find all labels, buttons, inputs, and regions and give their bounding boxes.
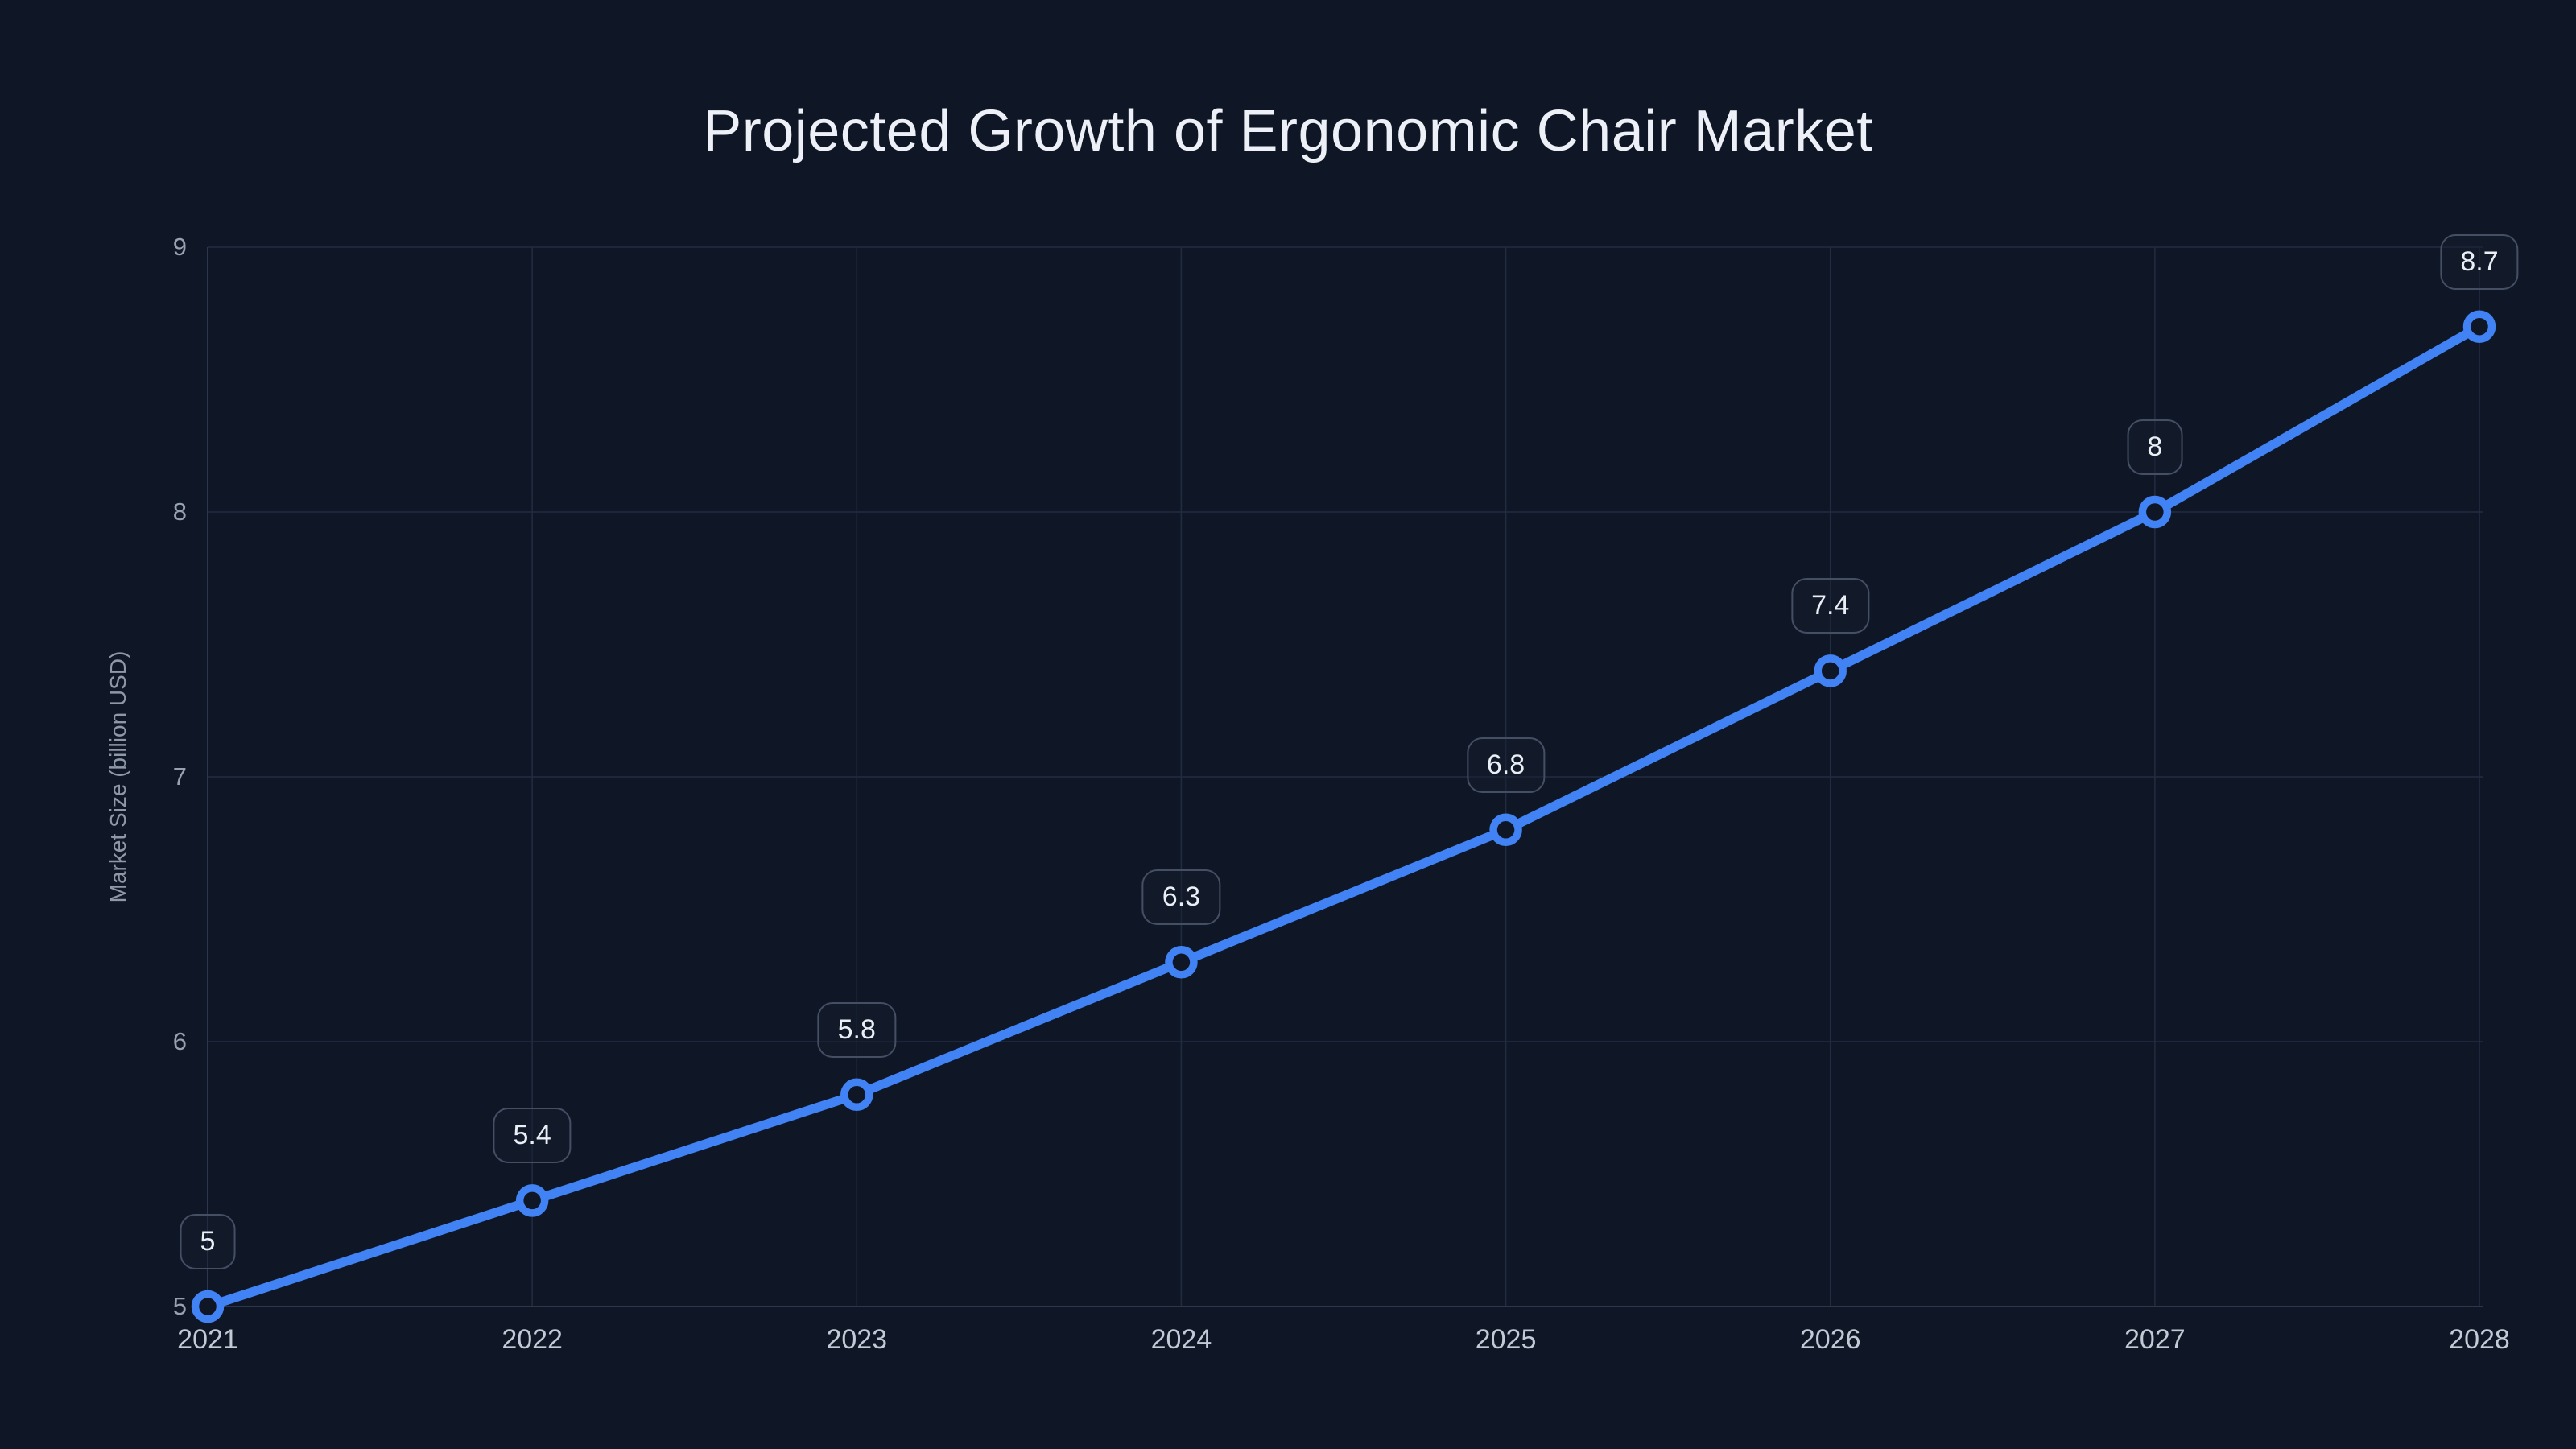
x-tick-label: 2027	[2124, 1324, 2186, 1355]
data-point-marker[interactable]	[2462, 310, 2496, 343]
series-line	[203, 321, 2484, 1311]
data-point-marker[interactable]	[1489, 813, 1522, 847]
y-tick-label: 6	[172, 1027, 187, 1055]
data-point-label: 8	[2127, 419, 2183, 475]
y-tick-label: 9	[172, 233, 187, 261]
x-tick-label: 2028	[2449, 1324, 2510, 1355]
series-layer	[191, 310, 2496, 1323]
data-point-marker[interactable]	[515, 1184, 549, 1217]
data-point-label: 5.8	[817, 1001, 896, 1058]
y-tick-label: 5	[172, 1292, 187, 1320]
data-point-label: 8.7	[2440, 233, 2519, 290]
data-point-label: 7.4	[1791, 578, 1870, 634]
x-tick-label: 2021	[177, 1324, 238, 1355]
data-point-marker[interactable]	[2138, 495, 2172, 529]
data-point-marker[interactable]	[1165, 946, 1198, 979]
grid-layer	[207, 246, 2483, 1307]
data-point-label: 5.4	[493, 1108, 572, 1164]
x-tick-label: 2024	[1150, 1324, 1212, 1355]
data-point-marker[interactable]	[1814, 654, 1847, 687]
x-tick-label: 2022	[502, 1324, 563, 1355]
x-tick-label: 2025	[1475, 1324, 1537, 1355]
y-tick-label: 8	[172, 497, 187, 526]
chart-title: Projected Growth of Ergonomic Chair Mark…	[703, 99, 1873, 163]
axis-layer	[207, 247, 2483, 1307]
data-point-marker[interactable]	[840, 1078, 873, 1112]
data-point-marker[interactable]	[191, 1290, 225, 1323]
x-tick-label: 2026	[1799, 1324, 1861, 1355]
data-point-label: 6.3	[1141, 869, 1221, 926]
x-tick-label: 2023	[826, 1324, 888, 1355]
y-tick-label: 7	[172, 762, 187, 791]
data-point-label: 6.8	[1466, 737, 1546, 793]
data-point-label: 5	[180, 1214, 236, 1269]
